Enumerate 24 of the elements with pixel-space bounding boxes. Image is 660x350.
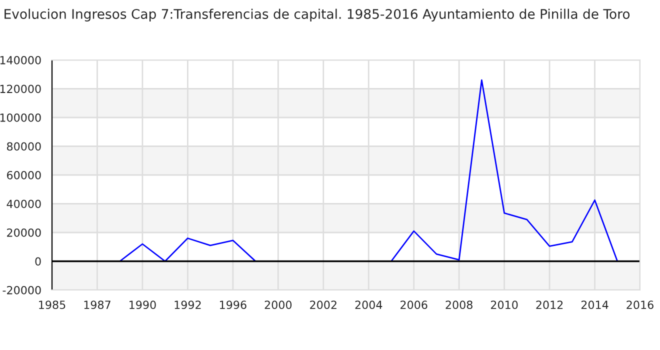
x-tick-label: 2012	[536, 300, 563, 310]
x-tick-label: 2014	[581, 300, 608, 310]
x-tick-label: 1985	[39, 300, 66, 310]
x-tick-label: 2006	[400, 300, 428, 310]
x-tick-label: 2016	[626, 300, 654, 310]
y-tick-label: 120000	[0, 84, 41, 94]
y-tick-label: 40000	[6, 200, 41, 208]
y-tick-label: 140000	[0, 56, 41, 64]
x-tick-label: 2000	[264, 300, 292, 310]
y-tick-label: 80000	[6, 142, 41, 151]
y-tick-label: 100000	[0, 113, 41, 122]
x-tick-label: 2004	[355, 300, 382, 310]
y-tick-label: 0	[35, 257, 41, 266]
y-tick-label: 60000	[7, 170, 41, 180]
x-tick-label: 1992	[174, 300, 201, 310]
x-tick-label: 1990	[130, 300, 156, 310]
x-tick-label: 2010	[490, 300, 518, 310]
x-tick-label: 1996	[220, 300, 246, 310]
x-tick-label: 1987	[84, 300, 110, 310]
x-tick-label: 2002	[310, 300, 336, 310]
y-tick-label: 20000	[7, 228, 41, 237]
chart-title: Evolucion Ingresos Cap 7:Transferencias de capital. 1985-2016 Ayuntamiento de Pinilla de Toro	[4, 8, 630, 22]
x-tick-label: 2008	[446, 300, 472, 310]
y-tick-label: -20000	[2, 286, 41, 294]
